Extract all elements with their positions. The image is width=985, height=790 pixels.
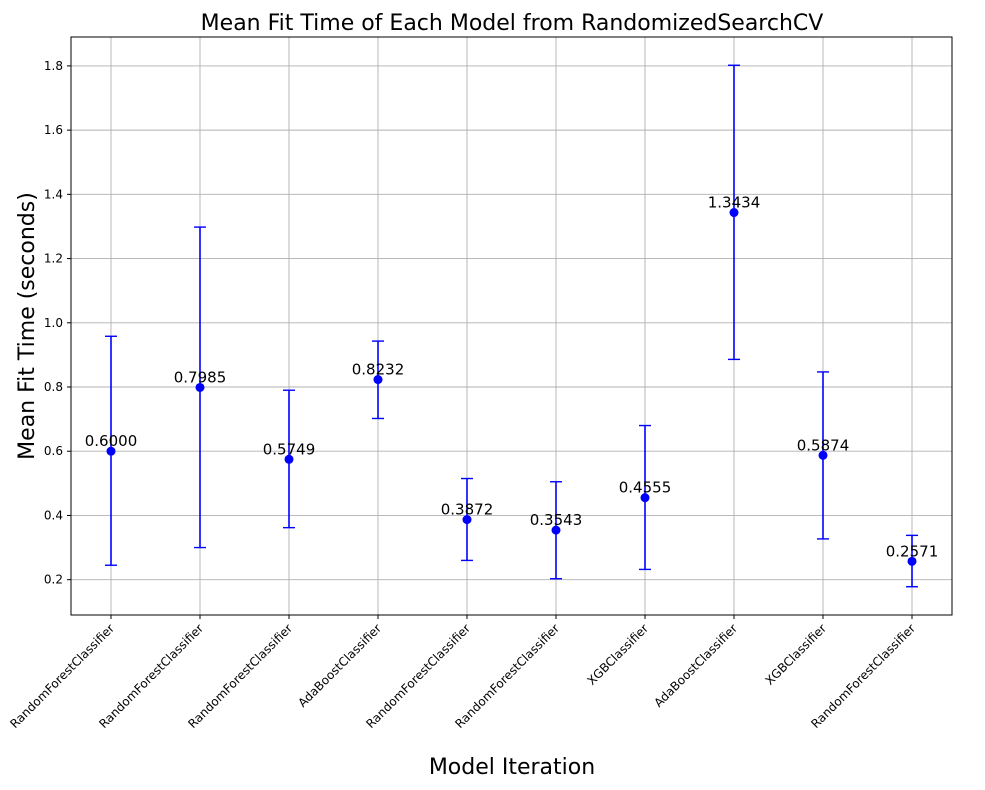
x-tick-label: XGBClassifier — [762, 621, 829, 688]
x-axis-label: Model Iteration — [429, 755, 595, 780]
data-label: 0.5874 — [797, 436, 850, 454]
y-tick-label: 1.0 — [44, 316, 63, 330]
data-label: 0.4555 — [619, 479, 672, 497]
y-tick-label: 0.8 — [44, 380, 63, 394]
x-tick-label: RandomForestClassifier — [185, 621, 295, 731]
y-tick-label: 1.4 — [44, 187, 63, 201]
data-label: 0.8232 — [352, 361, 405, 379]
data-point — [729, 208, 739, 218]
y-axis-label: Mean Fit Time (seconds) — [15, 192, 40, 460]
data-label: 0.6000 — [85, 432, 138, 450]
data-point — [818, 450, 828, 460]
data-labels: 0.6000 0.7985 0.5749 0.8232 0.3872 0.3543 0.45… — [85, 194, 939, 561]
data-label: 0.2571 — [886, 542, 939, 560]
data-label: 0.3543 — [530, 511, 583, 529]
x-tick-label: RandomForestClassifier — [808, 621, 918, 731]
y-tick-label: 0.2 — [44, 573, 63, 587]
data-label: 0.3872 — [441, 501, 494, 519]
data-point — [106, 446, 116, 456]
data-points — [106, 208, 917, 566]
y-tick-label: 0.6 — [44, 444, 63, 458]
x-tick-label: XGBClassifier — [584, 621, 651, 688]
data-point — [284, 454, 294, 464]
x-tick-label: AdaBoostClassifier — [295, 621, 384, 710]
x-tick-label: RandomForestClassifier — [452, 621, 562, 731]
data-point — [907, 556, 917, 566]
x-tick-label: AdaBoostClassifier — [651, 621, 740, 710]
y-tick-label: 1.8 — [44, 59, 63, 73]
chart-title: Mean Fit Time of Each Model from Randomi… — [201, 11, 824, 36]
y-tick-label: 1.6 — [44, 123, 63, 137]
data-point — [462, 515, 472, 525]
error-bars — [105, 64, 918, 588]
data-point — [373, 375, 383, 385]
x-ticks: RandomForestClassifierRandomForestClassi… — [7, 615, 918, 731]
data-point — [195, 382, 205, 392]
x-tick-label: RandomForestClassifier — [363, 621, 473, 731]
grid-layer — [71, 37, 952, 615]
plot-frame — [70, 36, 953, 616]
data-point — [640, 493, 650, 503]
data-label: 0.5749 — [263, 440, 316, 458]
y-tick-label: 0.4 — [44, 508, 63, 522]
y-tick-label: 1.2 — [44, 252, 63, 266]
data-point — [551, 525, 561, 535]
data-label: 0.7985 — [174, 368, 227, 386]
y-ticks: 0.2 0.4 0.6 0.8 1.0 1.2 1.4 1.6 1.8 — [44, 59, 71, 587]
data-label: 1.3434 — [708, 194, 761, 212]
x-tick-label: RandomForestClassifier — [96, 621, 206, 731]
x-tick-label: RandomForestClassifier — [7, 621, 117, 731]
